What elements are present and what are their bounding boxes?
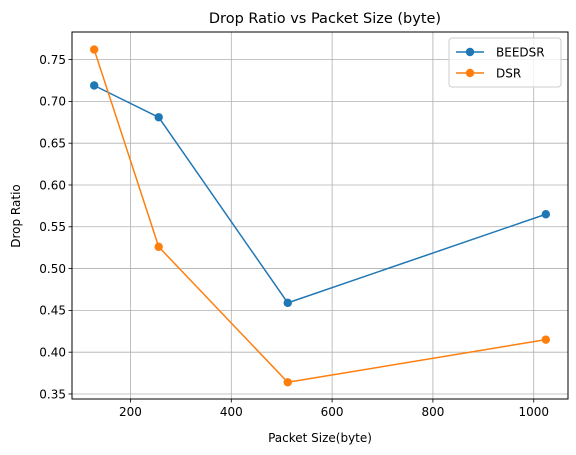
series-line-beedsr bbox=[93, 84, 547, 304]
plot-frame bbox=[71, 31, 569, 400]
y-tick-label: 0.40 bbox=[39, 345, 66, 359]
y-tick-label: 0.75 bbox=[39, 53, 66, 67]
data-point-dsr bbox=[541, 335, 551, 344]
y-tick-label: 0.50 bbox=[39, 262, 66, 276]
series-layer bbox=[89, 45, 551, 387]
x-tick-label: 600 bbox=[321, 405, 344, 419]
data-point-beedsr bbox=[283, 298, 292, 308]
data-point-dsr bbox=[89, 45, 99, 54]
data-point-dsr bbox=[154, 242, 163, 252]
data-point-beedsr bbox=[541, 210, 551, 219]
series-line-dsr bbox=[93, 49, 546, 384]
legend: BEEDSR DSR bbox=[448, 37, 562, 88]
legend-label-dsr: DSR bbox=[496, 66, 521, 80]
x-axis-label: Packet Size(byte) bbox=[268, 431, 372, 445]
x-tick-label: 400 bbox=[220, 405, 243, 419]
x-tick-label: 1000 bbox=[518, 405, 549, 419]
y-tick-label: 0.65 bbox=[39, 136, 66, 150]
x-tick-label: 200 bbox=[119, 405, 142, 419]
y-tick-label: 0.60 bbox=[39, 178, 66, 192]
y-axis-label: Drop Ratio bbox=[9, 184, 23, 248]
data-point-beedsr bbox=[89, 81, 99, 90]
data-point-beedsr bbox=[154, 113, 163, 122]
y-tick-label: 0.45 bbox=[39, 304, 66, 318]
x-tick-label: 800 bbox=[421, 405, 444, 419]
ticks: 200 400 600 800 1000 0.35 0.40 0.45 0.50 0.55 0.60… bbox=[39, 53, 549, 419]
chart-title: Drop Ratio vs Packet Size (byte) bbox=[209, 11, 441, 27]
legend-marker-beedsr bbox=[465, 47, 475, 57]
legend-box bbox=[448, 37, 562, 88]
legend-marker-dsr bbox=[465, 68, 475, 78]
data-point-dsr bbox=[283, 378, 292, 387]
y-tick-label: 0.35 bbox=[39, 387, 66, 401]
y-tick-label: 0.55 bbox=[39, 220, 66, 234]
y-tick-label: 0.70 bbox=[39, 95, 66, 109]
legend-label-beedsr: BEEDSR bbox=[496, 45, 545, 59]
grid bbox=[72, 32, 568, 399]
